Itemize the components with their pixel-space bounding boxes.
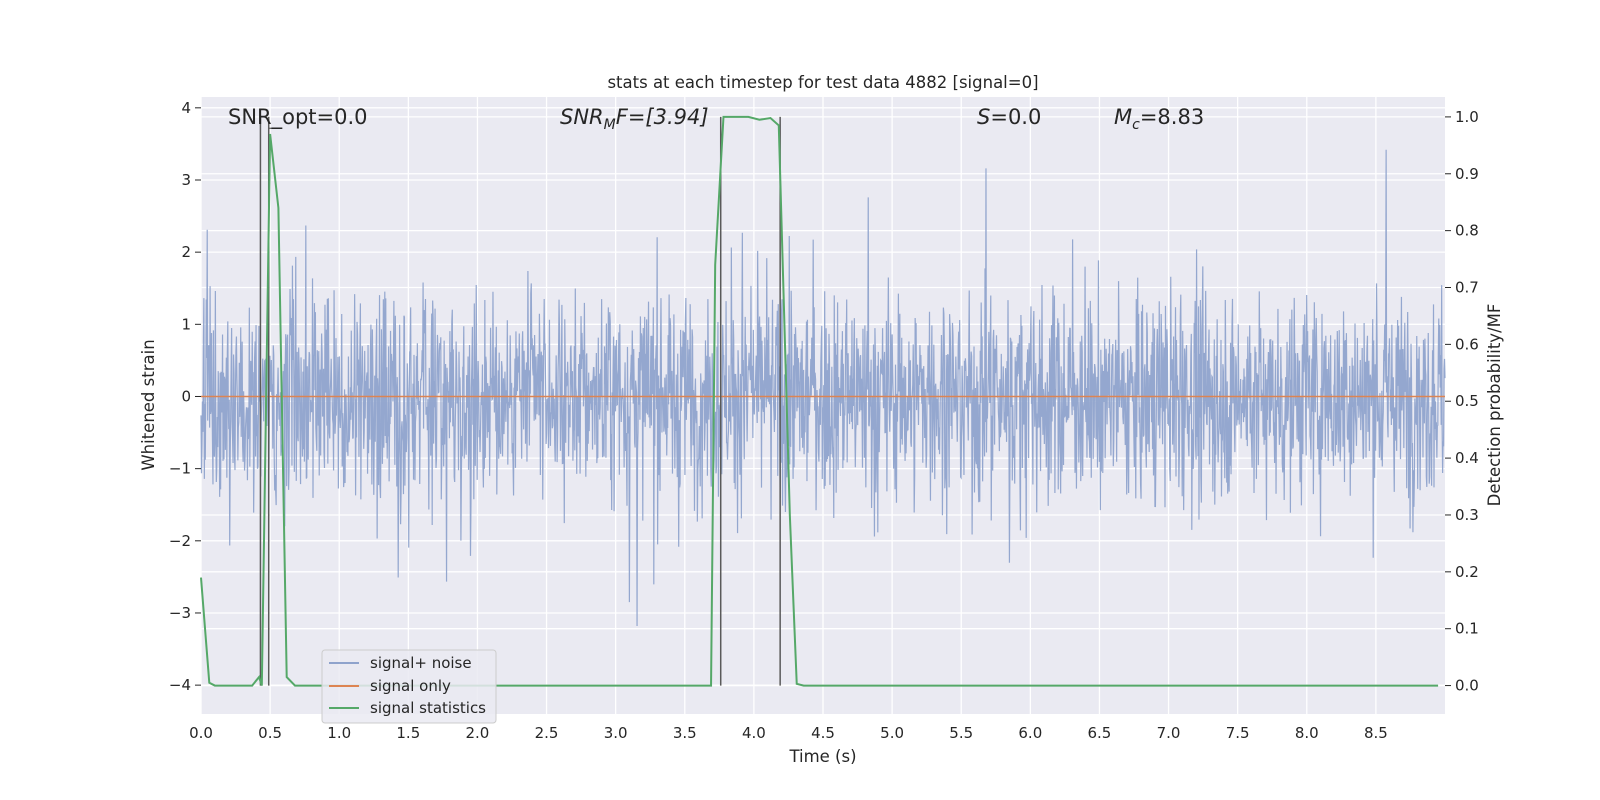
series-signal-statistics-line [200, 115, 1439, 687]
y2-axis-label: Detection probability/MF [1485, 304, 1504, 507]
x-tick-label: 1.5 [396, 724, 420, 742]
y2-tick-label: 0.3 [1455, 506, 1479, 524]
x-tick-label: 2.5 [535, 724, 559, 742]
y2-tick-label: 0.9 [1455, 165, 1479, 183]
x-tick-label: 8.0 [1295, 724, 1319, 742]
y2-tick-label: 0.1 [1455, 620, 1479, 638]
x-tick-label: 7.0 [1157, 724, 1181, 742]
legend-label-signal-only: signal only [370, 677, 451, 695]
x-tick-label: 0.5 [258, 724, 282, 742]
annotation-snr-opt: SNR_opt=0.0 [228, 105, 368, 130]
x-tick-label: 4.5 [811, 724, 835, 742]
annotation-snr-mf-main: SNR [560, 105, 604, 129]
chart-title: stats at each timestep for test data 488… [607, 73, 1038, 92]
y-tick-label: −3 [169, 604, 191, 622]
y2-tick-label: 0.5 [1455, 392, 1479, 410]
x-tick-label: 4.0 [742, 724, 766, 742]
annotation-mc-sub: c [1132, 117, 1140, 133]
y-tick-label: 3 [181, 171, 191, 189]
legend: signal+ noise signal only signal statist… [321, 649, 497, 724]
x-tick-label: 6.5 [1088, 724, 1112, 742]
x-tick-label: 3.0 [604, 724, 628, 742]
x-tick-label: 8.5 [1364, 724, 1388, 742]
x-axis-label: Time (s) [788, 747, 856, 766]
y2-tick-label: 0.6 [1455, 335, 1479, 353]
x-tick-label: 6.0 [1018, 724, 1042, 742]
x-tick-label: 2.0 [466, 724, 490, 742]
y2-tick-label: 0.7 [1455, 279, 1479, 297]
y-tick-label: −4 [169, 676, 191, 694]
y2-tick-label: 0.8 [1455, 222, 1479, 240]
y-tick-label: −1 [169, 460, 191, 478]
y-tick-label: 1 [181, 315, 191, 333]
y-tick-label: 0 [181, 387, 191, 405]
y-tick-label: 4 [181, 99, 191, 117]
y-tick-label: 2 [181, 243, 191, 261]
y-axis-label: Whitened strain [139, 339, 158, 470]
x-tick-label: 5.5 [949, 724, 973, 742]
x-tick-label: 0.0 [189, 724, 213, 742]
series-group [200, 115, 1446, 687]
x-tick-label: 7.5 [1226, 724, 1250, 742]
x-tick-label: 3.5 [673, 724, 697, 742]
annotation-mc-main: M [1114, 105, 1132, 129]
axes-group: 0.0 0.5 1.0 1.5 2.0 2.5 3.0 3.5 4.0 4.5 5.0 5.5 6.0 6… [169, 99, 1479, 742]
legend-label-signal-noise: signal+ noise [370, 654, 472, 672]
legend-box [321, 649, 497, 724]
y2-tick-label: 0.2 [1455, 563, 1479, 581]
annotation-snr-mf-sub: M [604, 117, 616, 133]
x-tick-label: 1.0 [327, 724, 351, 742]
y2-tick-label: 0.4 [1455, 449, 1479, 467]
y-tick-label: −2 [169, 532, 191, 550]
annotation-mc-rest: =8.83 [1140, 105, 1204, 129]
annotation-s: S=0.0 [977, 105, 1041, 129]
y2-tick-label: 0.0 [1455, 677, 1479, 695]
annotation-s-main: S [977, 105, 990, 129]
series-signal-noise-line [200, 149, 1446, 627]
annotation-snr-mf-rest: F=[3.94] [616, 105, 709, 129]
x-tick-label: 5.0 [880, 724, 904, 742]
annotation-mc: Mc=8.83 [1114, 105, 1204, 133]
annotation-snr-mf: SNRMF=[3.94] [560, 105, 709, 133]
annotation-s-rest: =0.0 [990, 105, 1041, 129]
legend-label-signal-statistics: signal statistics [370, 699, 486, 717]
y2-tick-label: 1.0 [1455, 108, 1479, 126]
